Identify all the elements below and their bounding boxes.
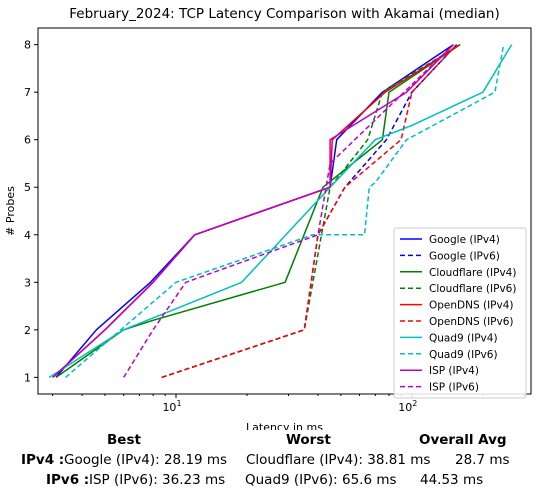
- summary-avg-ipv4: 28.7 ms: [455, 452, 510, 468]
- legend-label: Quad9 (IPv4): [429, 332, 498, 344]
- summary-header-worst: Worst: [286, 432, 331, 448]
- legend-label: Cloudflare (IPv6): [429, 283, 516, 295]
- summary-best-ipv6: ISP (IPv6): 36.23 ms: [89, 472, 226, 488]
- x-axis: 101 102: [52, 394, 525, 414]
- y-tick-label: 4: [24, 229, 31, 242]
- legend-label: Cloudflare (IPv4): [429, 267, 516, 279]
- summary-worst-ipv6: Quad9 (IPv6): 65.6 ms: [245, 472, 397, 488]
- legend-label: OpenDNS (IPv6): [429, 316, 514, 328]
- legend-label: Google (IPv6): [429, 250, 500, 262]
- y-tick-label: 7: [24, 86, 31, 99]
- legend-label: Quad9 (IPv6): [429, 349, 498, 361]
- legend-box: [393, 227, 527, 399]
- y-tick-label: 2: [24, 324, 31, 337]
- series-line-isp-ipv4: [52, 44, 454, 378]
- plot-frame: [37, 27, 532, 395]
- x-tick-label: 102: [398, 399, 417, 414]
- y-axis-label: # Probes: [4, 186, 17, 236]
- x-axis-label: Latency in ms: [246, 421, 323, 430]
- summary-best-ipv4: Google (IPv4): 28.19 ms: [64, 452, 228, 468]
- series-lines: [48, 43, 513, 379]
- y-tick-label: 6: [24, 134, 31, 147]
- legend-label: ISP (IPv4): [429, 365, 479, 377]
- series-line-cloudflare-ipv6: [161, 43, 461, 379]
- y-axis: 1 2 3 4 5 6 7 8: [24, 39, 38, 384]
- chart-title: February_2024: TCP Latency Comparison wi…: [69, 6, 499, 22]
- summary-table: Best Worst Overall Avg IPv4 : Google (IP…: [0, 430, 541, 494]
- summary-row-label-ipv4: IPv4 :: [21, 452, 65, 468]
- y-tick-label: 1: [24, 371, 31, 384]
- summary-row-label-ipv6: IPv6 :: [46, 472, 90, 488]
- summary-header-avg: Overall Avg: [419, 432, 507, 448]
- y-tick-label: 3: [24, 276, 31, 289]
- legend-label: ISP (IPv6): [429, 382, 479, 394]
- series-line-opendns-ipv6: [161, 44, 458, 379]
- x-tick-label: 101: [162, 399, 181, 414]
- legend: Google (IPv4) Google (IPv6) Cloudflare (IP…: [393, 227, 527, 399]
- legend-label: OpenDNS (IPv4): [429, 300, 514, 312]
- legend-label: Google (IPv4): [429, 234, 500, 246]
- series-line-quad9-ipv6: [65, 44, 505, 378]
- summary-avg-ipv6: 44.53 ms: [420, 472, 484, 488]
- y-tick-label: 8: [24, 39, 31, 52]
- series-line-isp-ipv6: [123, 44, 454, 378]
- series-line-quad9-ipv4: [48, 44, 513, 379]
- summary-worst-ipv4: Cloudflare (IPv4): 38.81 ms: [246, 452, 431, 468]
- summary-header-best: Best: [107, 432, 141, 448]
- y-tick-label: 5: [24, 181, 31, 194]
- latency-chart: February_2024: TCP Latency Comparison wi…: [4, 6, 532, 430]
